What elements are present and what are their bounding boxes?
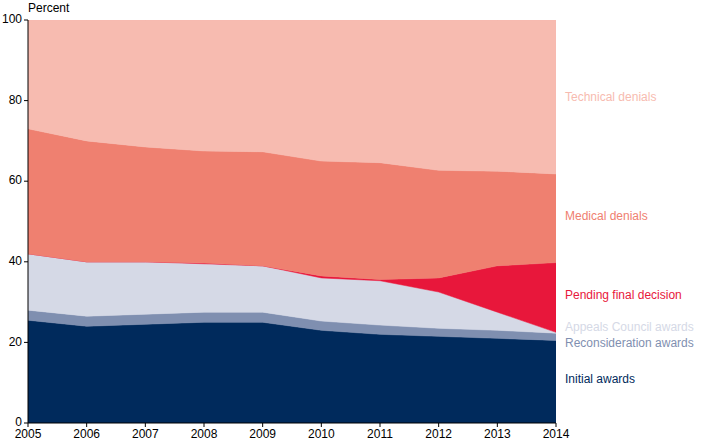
y-tick-label: 20 bbox=[9, 335, 23, 349]
x-axis bbox=[28, 423, 556, 424]
area-series bbox=[28, 20, 556, 174]
chart-container: Initial awards Reconsideration awards Appe… bbox=[0, 0, 701, 445]
y-tick-label: 100 bbox=[2, 12, 22, 26]
x-tick-label: 2011 bbox=[367, 427, 393, 441]
x-tick-label: 2012 bbox=[425, 427, 452, 441]
series-label: Medical denials bbox=[565, 209, 648, 223]
series-label: Initial awards bbox=[565, 372, 635, 386]
x-tick-label: 2005 bbox=[15, 427, 42, 441]
series-label: Technical denials bbox=[565, 90, 656, 104]
chart-svg: Initial awards Reconsideration awards Appe… bbox=[0, 0, 701, 445]
y-tick-label: 60 bbox=[9, 173, 23, 187]
series-label: Reconsideration awards bbox=[565, 336, 694, 350]
y-tick bbox=[24, 181, 28, 182]
y-tick-label: 80 bbox=[9, 93, 23, 107]
x-tick-label: 2006 bbox=[73, 427, 100, 441]
y-tick bbox=[24, 261, 28, 262]
y-axis-label: Percent bbox=[28, 1, 70, 15]
x-tick-label: 2013 bbox=[484, 427, 511, 441]
series-label: Pending final decision bbox=[565, 288, 682, 302]
x-tick-label: 2007 bbox=[132, 427, 159, 441]
y-tick bbox=[24, 100, 28, 101]
series-label: Appeals Council awards bbox=[565, 320, 694, 334]
x-tick-label: 2009 bbox=[249, 427, 276, 441]
y-axis bbox=[28, 20, 29, 423]
x-tick-label: 2008 bbox=[191, 427, 218, 441]
x-tick-label: 2014 bbox=[543, 427, 570, 441]
y-tick bbox=[24, 342, 28, 343]
y-tick bbox=[24, 20, 28, 21]
x-tick-label: 2010 bbox=[308, 427, 335, 441]
y-tick bbox=[24, 423, 28, 424]
y-tick-label: 40 bbox=[9, 254, 23, 268]
plot-area bbox=[28, 20, 556, 423]
